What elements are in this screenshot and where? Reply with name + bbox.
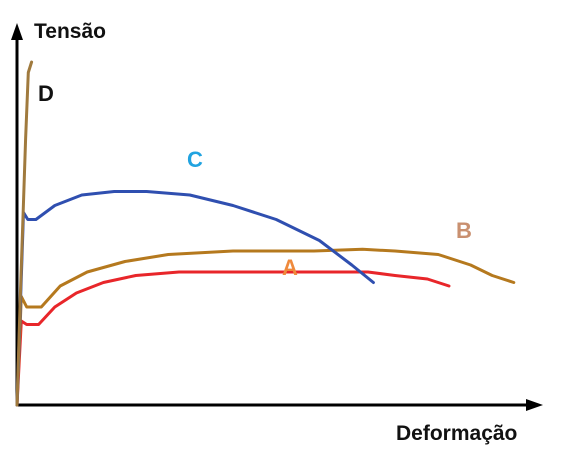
y-axis-arrowhead	[11, 23, 23, 40]
curve-a	[15, 270, 451, 407]
curve-label-b: B	[456, 218, 472, 243]
curve-d	[15, 60, 34, 407]
y-axis-title: Tensão	[34, 20, 106, 43]
x-axis-arrowhead	[526, 399, 543, 411]
curve-c	[15, 190, 375, 407]
curve-label-d: D	[38, 81, 54, 106]
curve-label-c: C	[187, 147, 203, 172]
axes	[11, 23, 543, 411]
x-axis-title: Deformação	[396, 422, 517, 445]
curve-label-a: A	[282, 255, 298, 280]
curve-b	[15, 247, 516, 407]
curves	[15, 60, 516, 407]
curve-labels: A B C D	[38, 81, 472, 280]
